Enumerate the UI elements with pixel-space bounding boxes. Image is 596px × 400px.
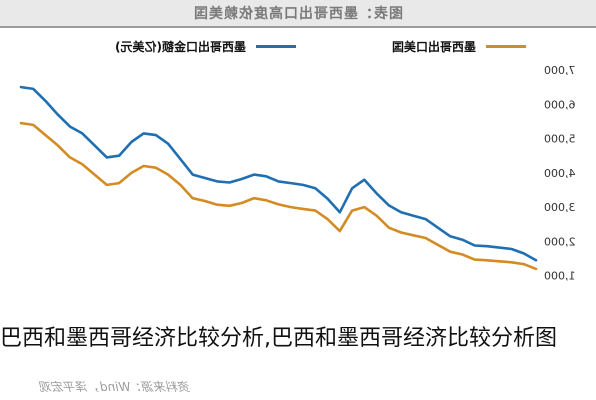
- y-tick-label: 1,000: [544, 270, 576, 283]
- y-tick-label: 4,000: [544, 167, 576, 180]
- y-tick-label: 6,000: [544, 98, 576, 111]
- y-tick-label: 2,000: [544, 235, 576, 248]
- y-tick-label: 5,000: [544, 133, 576, 146]
- series-line-export-us: [19, 121, 538, 271]
- series-line-export-total: [19, 85, 538, 262]
- y-tick-label: 3,000: [544, 201, 576, 214]
- y-tick-label: 7,000: [544, 64, 576, 77]
